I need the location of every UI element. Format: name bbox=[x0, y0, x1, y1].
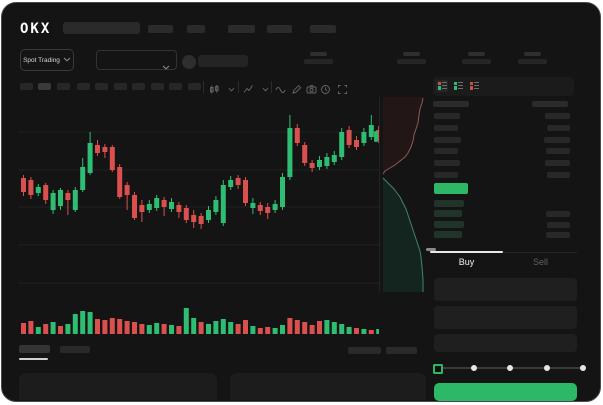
stat-value bbox=[397, 59, 426, 64]
stat-value bbox=[518, 59, 547, 64]
chevron-down-icon bbox=[162, 57, 170, 75]
ask-row-price[interactable] bbox=[434, 113, 460, 119]
ask-row-price[interactable] bbox=[434, 137, 461, 143]
stat-value bbox=[462, 59, 491, 64]
tab-buy[interactable]: Buy bbox=[458, 257, 475, 267]
chevron-down-icon[interactable] bbox=[226, 82, 237, 93]
snapshot-icon[interactable] bbox=[306, 82, 317, 94]
orderbook-view-both-icon[interactable] bbox=[436, 80, 448, 92]
orderbook-column-header bbox=[532, 101, 568, 107]
interval-button[interactable] bbox=[114, 83, 127, 90]
orderbook-column-header bbox=[433, 101, 469, 107]
interval-button[interactable] bbox=[169, 83, 182, 90]
line-tool-icon[interactable] bbox=[275, 82, 286, 93]
market-type-label: Spot Trading bbox=[23, 56, 60, 64]
stat-label bbox=[468, 52, 485, 56]
active-tab-indicator bbox=[430, 251, 503, 253]
candlestick-chart[interactable] bbox=[18, 97, 382, 293]
interval-button[interactable] bbox=[132, 83, 145, 90]
stat-label bbox=[310, 52, 327, 56]
market-type-dropdown[interactable]: Spot Trading bbox=[20, 49, 74, 71]
order-form-field[interactable] bbox=[434, 306, 577, 329]
bottom-tab[interactable] bbox=[60, 346, 90, 353]
slider-dot[interactable] bbox=[433, 364, 443, 374]
order-form-field[interactable] bbox=[434, 334, 577, 352]
ask-row-price[interactable] bbox=[434, 125, 458, 131]
avatar[interactable] bbox=[182, 55, 196, 69]
ask-row-amount[interactable] bbox=[547, 172, 570, 178]
stat-label bbox=[524, 52, 541, 56]
account-button[interactable] bbox=[198, 55, 248, 67]
interval-button[interactable] bbox=[151, 83, 164, 90]
pager-button[interactable] bbox=[348, 347, 381, 354]
ask-row-amount[interactable] bbox=[545, 160, 570, 166]
interval-button[interactable] bbox=[20, 83, 33, 90]
interval-button[interactable] bbox=[57, 83, 70, 90]
bid-row-price[interactable] bbox=[434, 221, 464, 228]
indicators-icon[interactable] bbox=[243, 82, 254, 93]
interval-button[interactable] bbox=[77, 83, 90, 90]
bid-row-price[interactable] bbox=[434, 231, 462, 238]
stat-label bbox=[403, 52, 420, 56]
pair-select-dropdown[interactable] bbox=[96, 50, 177, 70]
interval-button[interactable] bbox=[188, 83, 201, 90]
last-price-marker bbox=[374, 131, 378, 142]
table-placeholder bbox=[230, 373, 426, 400]
interval-button[interactable] bbox=[95, 83, 108, 90]
divider bbox=[430, 252, 577, 253]
pager-button[interactable] bbox=[386, 347, 417, 354]
scrollbar-handle[interactable] bbox=[426, 248, 436, 251]
bid-row-price[interactable] bbox=[434, 200, 464, 207]
divider bbox=[238, 81, 239, 93]
slider-dot[interactable] bbox=[470, 365, 477, 371]
draw-icon[interactable] bbox=[291, 82, 302, 94]
orderbook-header-strip bbox=[433, 77, 574, 96]
chevron-down-icon bbox=[63, 57, 71, 64]
order-form-field[interactable] bbox=[434, 278, 577, 301]
ask-row-price[interactable] bbox=[434, 148, 458, 154]
bid-row-amount[interactable] bbox=[547, 222, 570, 228]
ask-row-amount[interactable] bbox=[546, 148, 570, 154]
search-input[interactable] bbox=[63, 22, 140, 34]
nav-item[interactable] bbox=[267, 25, 292, 33]
history-icon[interactable] bbox=[320, 82, 331, 94]
nav-item[interactable] bbox=[310, 25, 336, 33]
buy-submit-button[interactable] bbox=[434, 383, 577, 401]
bid-row-price[interactable] bbox=[434, 210, 462, 217]
fullscreen-icon[interactable] bbox=[337, 82, 348, 94]
volume-chart[interactable] bbox=[18, 299, 382, 335]
bid-row-amount[interactable] bbox=[546, 211, 570, 217]
ask-row-amount[interactable] bbox=[544, 137, 570, 143]
nav-item[interactable] bbox=[148, 25, 173, 33]
depth-chart[interactable] bbox=[380, 97, 431, 293]
bottom-tab[interactable] bbox=[19, 345, 50, 353]
slider-dot[interactable] bbox=[580, 365, 586, 371]
nav-item[interactable] bbox=[187, 25, 205, 33]
chart-type-icon[interactable] bbox=[209, 82, 220, 94]
slider-dot[interactable] bbox=[543, 365, 550, 371]
divider bbox=[203, 81, 204, 93]
ask-row-price[interactable] bbox=[434, 172, 458, 178]
active-bottom-tab-underline bbox=[19, 358, 48, 360]
bid-row-amount[interactable] bbox=[546, 232, 570, 238]
nav-item[interactable] bbox=[228, 25, 255, 33]
ask-row-price[interactable] bbox=[434, 160, 460, 166]
tab-sell[interactable]: Sell bbox=[532, 257, 548, 267]
ask-row-amount[interactable] bbox=[545, 113, 570, 119]
divider bbox=[379, 97, 380, 293]
ask-row-amount[interactable] bbox=[547, 125, 570, 131]
last-price-bar[interactable] bbox=[434, 183, 468, 194]
slider-dot[interactable] bbox=[507, 365, 513, 371]
interval-button[interactable] bbox=[38, 83, 51, 90]
orderbook-view-bids-icon[interactable] bbox=[452, 80, 464, 92]
chevron-down-icon[interactable] bbox=[260, 82, 271, 93]
orderbook-view-asks-icon[interactable] bbox=[468, 80, 480, 92]
okx-logo: OKX bbox=[20, 21, 52, 37]
divider bbox=[271, 81, 272, 93]
stat-value bbox=[304, 59, 333, 64]
table-placeholder bbox=[19, 373, 217, 400]
